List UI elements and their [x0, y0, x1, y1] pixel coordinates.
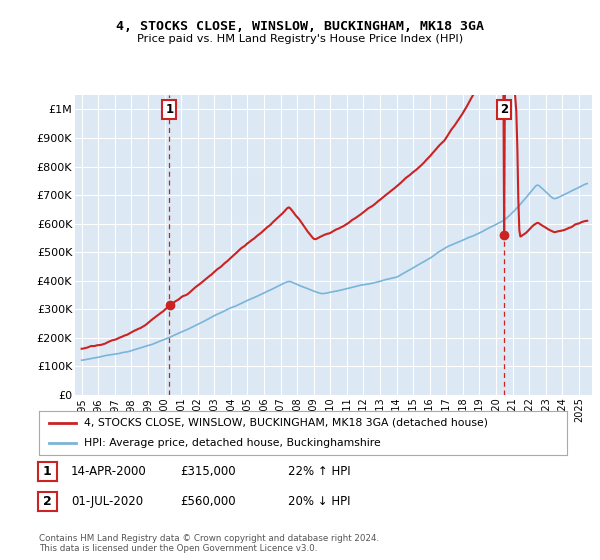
- Text: 4, STOCKS CLOSE, WINSLOW, BUCKINGHAM, MK18 3GA (detached house): 4, STOCKS CLOSE, WINSLOW, BUCKINGHAM, MK…: [84, 418, 488, 428]
- Text: Contains HM Land Registry data © Crown copyright and database right 2024.
This d: Contains HM Land Registry data © Crown c…: [39, 534, 379, 553]
- Text: 2: 2: [500, 102, 508, 116]
- Text: 1: 1: [43, 465, 52, 478]
- Text: 4, STOCKS CLOSE, WINSLOW, BUCKINGHAM, MK18 3GA: 4, STOCKS CLOSE, WINSLOW, BUCKINGHAM, MK…: [116, 20, 484, 33]
- Text: Price paid vs. HM Land Registry's House Price Index (HPI): Price paid vs. HM Land Registry's House …: [137, 34, 463, 44]
- Text: 01-JUL-2020: 01-JUL-2020: [71, 495, 143, 508]
- Text: 14-APR-2000: 14-APR-2000: [71, 465, 146, 478]
- Text: HPI: Average price, detached house, Buckinghamshire: HPI: Average price, detached house, Buck…: [84, 438, 380, 448]
- Text: £560,000: £560,000: [180, 495, 236, 508]
- Text: 22% ↑ HPI: 22% ↑ HPI: [288, 465, 350, 478]
- Text: 2: 2: [43, 495, 52, 508]
- Text: 1: 1: [165, 102, 173, 116]
- Text: 20% ↓ HPI: 20% ↓ HPI: [288, 495, 350, 508]
- Text: £315,000: £315,000: [180, 465, 236, 478]
